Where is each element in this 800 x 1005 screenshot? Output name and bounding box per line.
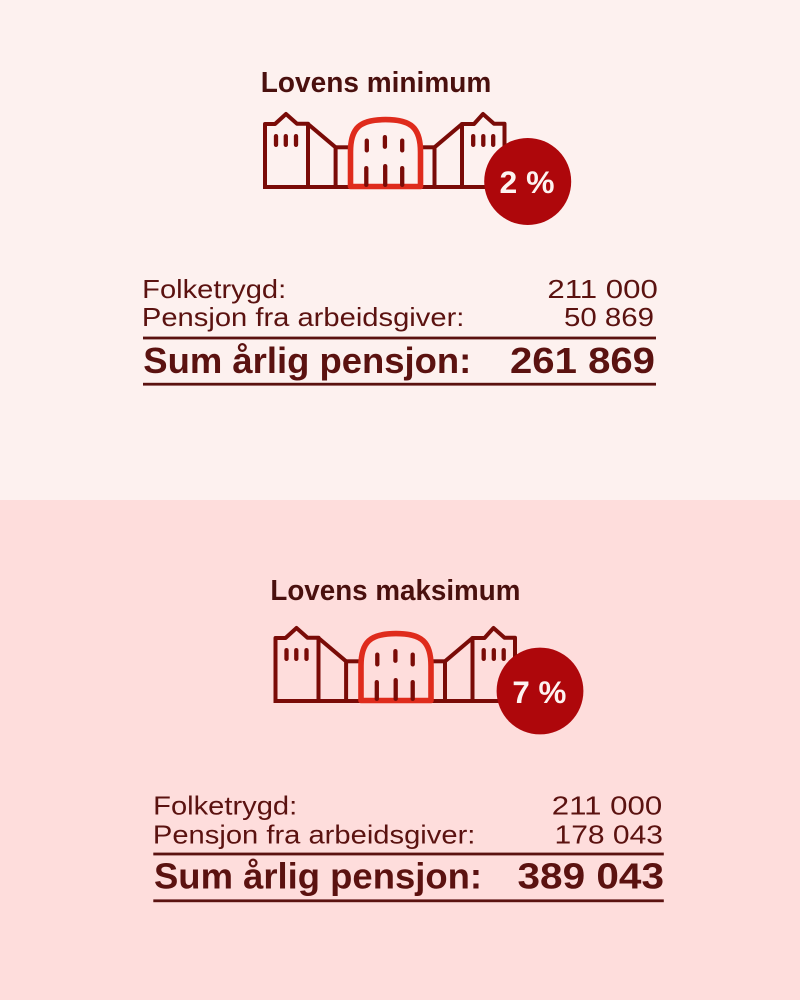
svg-text:Sum årlig pensjon:: Sum årlig pensjon: bbox=[143, 340, 471, 381]
svg-text:50 869: 50 869 bbox=[564, 302, 654, 332]
svg-text:Lovens maksimum: Lovens maksimum bbox=[270, 575, 520, 607]
svg-text:2 %: 2 % bbox=[500, 164, 555, 200]
svg-text:389 043: 389 043 bbox=[518, 855, 665, 896]
svg-text:Pensjon fra arbeidsgiver:: Pensjon fra arbeidsgiver: bbox=[142, 302, 465, 332]
svg-text:211 000: 211 000 bbox=[552, 791, 662, 821]
svg-text:Lovens minimum: Lovens minimum bbox=[261, 67, 492, 99]
svg-text:261 869: 261 869 bbox=[510, 340, 655, 381]
svg-text:178 043: 178 043 bbox=[555, 819, 664, 849]
svg-text:Folketrygd:: Folketrygd: bbox=[153, 791, 297, 821]
svg-text:211 000: 211 000 bbox=[547, 274, 657, 304]
svg-text:Pensjon fra arbeidsgiver:: Pensjon fra arbeidsgiver: bbox=[153, 819, 476, 849]
svg-text:7 %: 7 % bbox=[512, 674, 566, 710]
svg-text:Sum årlig pensjon:: Sum årlig pensjon: bbox=[154, 855, 482, 896]
svg-text:Folketrygd:: Folketrygd: bbox=[142, 274, 286, 304]
